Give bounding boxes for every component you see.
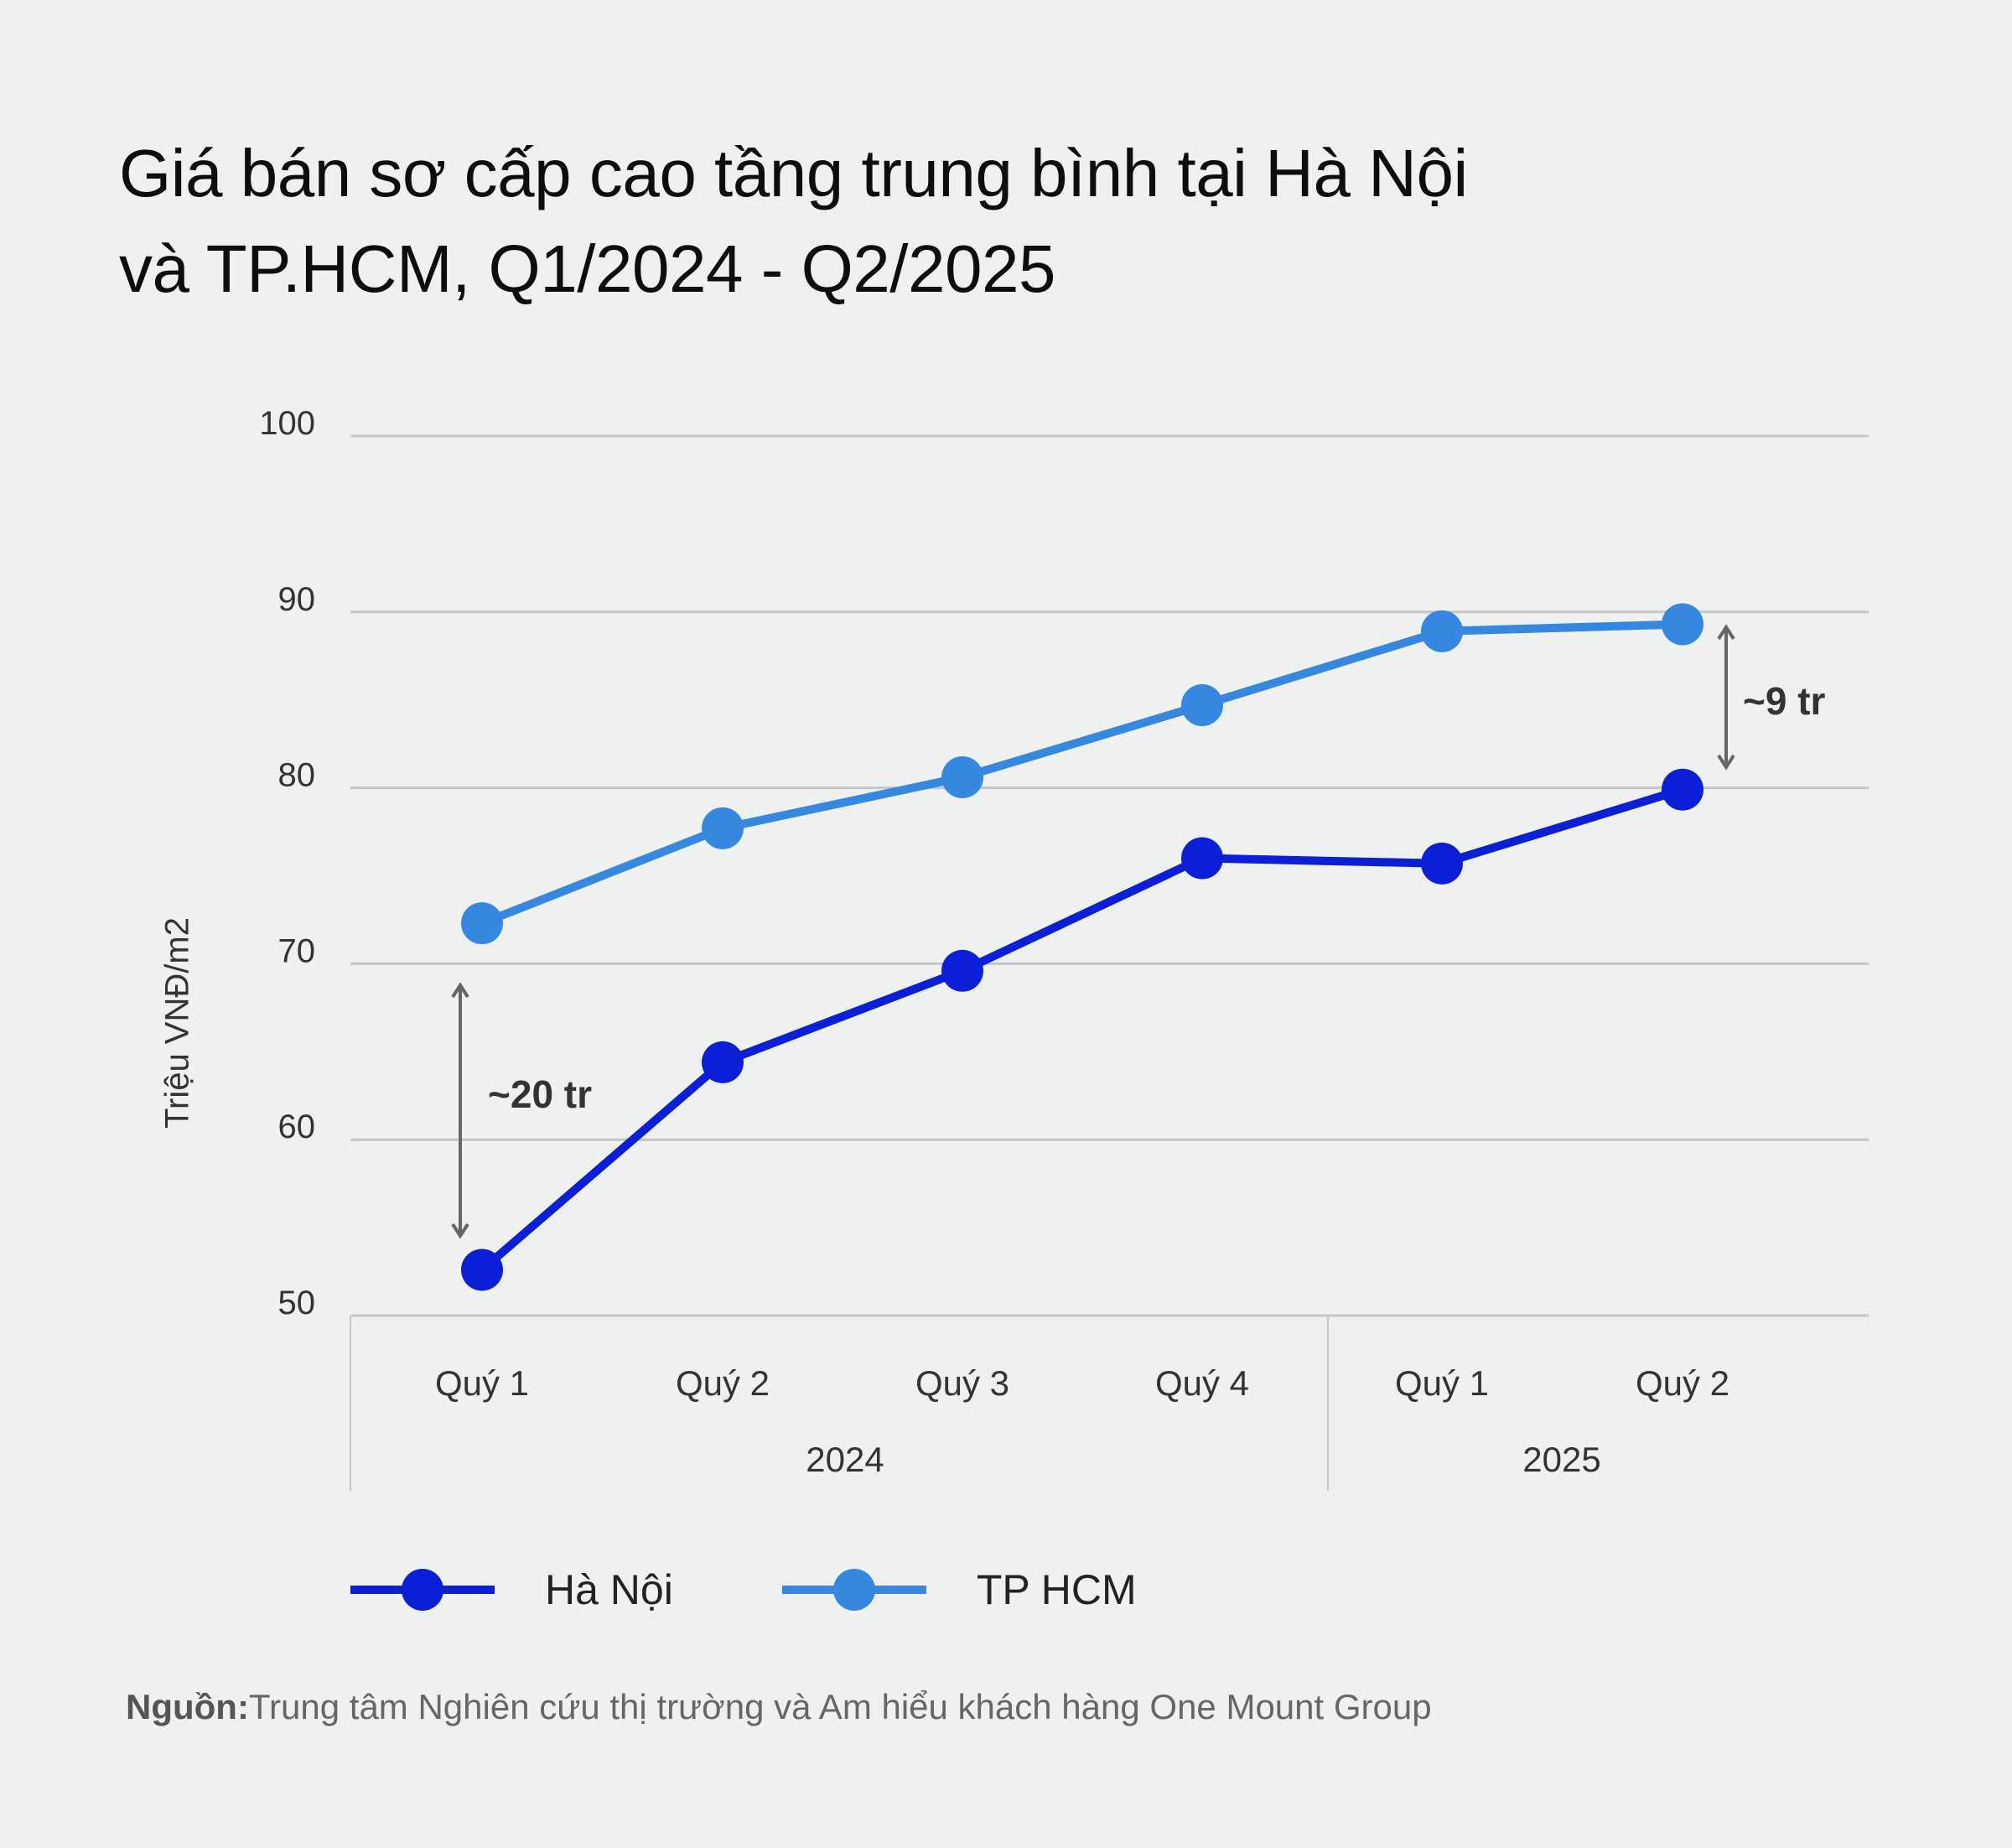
y-tick-90: 90 <box>278 581 316 618</box>
y-tick-70: 70 <box>278 932 316 969</box>
data-point <box>702 807 744 849</box>
x-tick-label: Quý 4 <box>1155 1363 1249 1403</box>
y-tick-80: 80 <box>278 757 316 794</box>
legend-item-hanoi: Hà Nội <box>350 1560 673 1620</box>
series-line <box>480 620 1683 927</box>
data-point <box>1421 842 1463 885</box>
series-hanoi <box>461 768 1703 1291</box>
arrow-head-up <box>1717 624 1735 641</box>
year-label: 2024 <box>806 1440 884 1479</box>
x-tick-label: Quý 2 <box>1636 1363 1729 1403</box>
x-tick-label: Quý 1 <box>435 1363 529 1403</box>
legend-label-hanoi: Hà Nội <box>545 1566 673 1613</box>
legend-label-hcm: TP HCM <box>976 1566 1137 1613</box>
series-line <box>479 785 1684 1274</box>
year-label: 2025 <box>1522 1440 1600 1479</box>
chart-title: Giá bán sơ cấp cao tầng trung bình tại H… <box>119 126 1468 317</box>
y-tick-50: 50 <box>278 1285 316 1321</box>
annotation-start-gap: ~20 tr <box>488 1072 592 1116</box>
legend-swatch-hanoi <box>350 1560 495 1620</box>
legend-swatch-hcm <box>781 1560 926 1620</box>
data-series <box>461 603 1703 1291</box>
double-arrow-start <box>451 982 469 1239</box>
arrow-head-down <box>1717 754 1735 771</box>
data-point <box>941 756 983 799</box>
legend: Hà Nội TP HCM <box>350 1560 1246 1620</box>
data-point <box>461 902 503 945</box>
data-point <box>941 949 983 992</box>
title-line-2: và TP.HCM, Q1/2024 - Q2/2025 <box>119 231 1055 306</box>
title-line-1: Giá bán sơ cấp cao tầng trung bình tại H… <box>119 136 1468 210</box>
data-point <box>1662 768 1703 811</box>
x-tick-label: Quý 2 <box>676 1363 770 1403</box>
data-point <box>1421 610 1463 652</box>
series-hcm <box>461 603 1703 945</box>
gridlines <box>350 434 1869 1317</box>
y-tick-60: 60 <box>278 1108 316 1145</box>
data-point <box>1181 683 1223 726</box>
arrow-head-down <box>451 1222 469 1239</box>
data-point <box>1181 837 1223 880</box>
x-axis: Quý 1 Quý 2 Quý 3 Quý 4 Quý 1 Quý 2 2024 2025 <box>350 1316 1729 1491</box>
arrow-head-up <box>451 982 469 999</box>
source-text: Trung tâm Nghiên cứu thị trường và Am hi… <box>248 1687 1432 1726</box>
annotation-end-gap: ~9 tr <box>1743 679 1826 723</box>
data-point <box>702 1041 744 1083</box>
source-note: Nguồn:Trung tâm Nghiên cứu thị trường và… <box>126 1687 1432 1727</box>
x-tick-label: Quý 1 <box>1395 1363 1489 1403</box>
data-point <box>1662 603 1703 646</box>
y-tick-100: 100 <box>259 405 315 442</box>
source-label: Nguồn: <box>126 1687 249 1726</box>
legend-item-hcm: TP HCM <box>781 1560 1137 1620</box>
x-tick-label: Quý 3 <box>915 1363 1009 1403</box>
gap-annotations: ~20 tr ~9 tr <box>451 624 1826 1239</box>
y-axis-ticks: 50 60 70 80 90 100 <box>259 405 315 1321</box>
data-point <box>461 1248 503 1291</box>
double-arrow-end <box>1717 624 1735 771</box>
